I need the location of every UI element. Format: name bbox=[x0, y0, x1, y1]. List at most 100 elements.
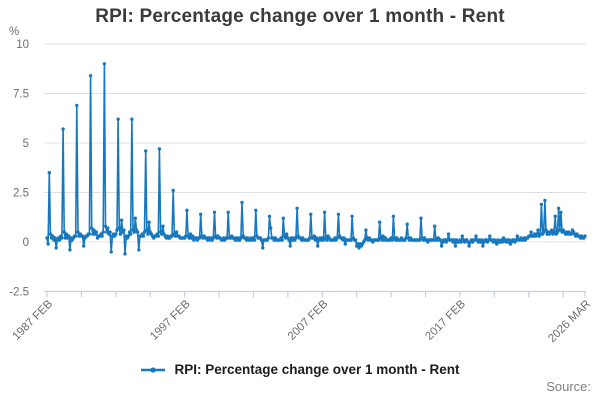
data-point-marker bbox=[119, 218, 124, 222]
data-point-marker bbox=[552, 230, 556, 234]
data-point-marker bbox=[336, 212, 341, 216]
data-point-marker bbox=[543, 198, 547, 203]
data-point-marker bbox=[92, 228, 96, 232]
data-point-marker bbox=[75, 103, 79, 108]
data-point-marker bbox=[114, 232, 118, 236]
data-point-marker bbox=[74, 234, 78, 238]
data-point-marker bbox=[480, 238, 484, 242]
data-point-marker bbox=[550, 228, 554, 232]
data-point-marker bbox=[481, 244, 485, 248]
data-point-marker bbox=[226, 210, 230, 214]
x-tick-label: 1997 FEB bbox=[148, 298, 193, 343]
data-point-marker bbox=[342, 236, 346, 240]
data-point-marker bbox=[529, 230, 533, 234]
x-tick-label: 1987 FEB bbox=[10, 298, 55, 343]
data-point-marker bbox=[191, 234, 195, 238]
data-point-marker bbox=[495, 242, 499, 246]
data-point-marker bbox=[544, 228, 548, 232]
data-point-marker bbox=[156, 234, 160, 238]
data-point-marker bbox=[142, 230, 147, 234]
data-point-marker bbox=[536, 228, 540, 232]
data-point-marker bbox=[542, 230, 546, 234]
data-point-marker bbox=[285, 232, 289, 236]
data-point-marker bbox=[438, 238, 443, 242]
data-point-marker bbox=[146, 232, 150, 236]
y-tick-label: -2.5 bbox=[9, 287, 29, 299]
data-point-marker bbox=[132, 230, 136, 234]
legend-label: RPI: Percentage change over 1 month - Re… bbox=[174, 362, 460, 377]
data-point-marker bbox=[321, 238, 326, 242]
data-point-marker bbox=[507, 238, 511, 242]
y-tick-label: 5 bbox=[23, 138, 29, 150]
data-point-marker bbox=[488, 234, 492, 238]
data-point-marker bbox=[239, 236, 243, 240]
data-point-marker bbox=[88, 74, 93, 78]
data-point-marker bbox=[453, 244, 458, 248]
data-point-marker bbox=[439, 244, 444, 248]
data-point-marker bbox=[267, 214, 272, 218]
data-point-marker bbox=[559, 210, 563, 214]
data-point-marker bbox=[101, 230, 105, 234]
data-point-marker bbox=[555, 230, 560, 234]
x-tick-label: 2026 MAR bbox=[546, 298, 593, 345]
data-point-marker bbox=[141, 234, 146, 238]
legend-line-marker bbox=[141, 366, 166, 373]
data-point-marker bbox=[381, 234, 385, 238]
data-point-marker bbox=[103, 224, 108, 228]
data-point-marker bbox=[76, 230, 80, 234]
series-line bbox=[46, 63, 586, 255]
data-point-marker bbox=[294, 236, 298, 240]
data-point-marker bbox=[53, 236, 57, 240]
data-point-marker bbox=[157, 147, 162, 151]
data-point-marker bbox=[357, 246, 361, 250]
data-point-marker bbox=[51, 234, 55, 238]
data-point-marker bbox=[105, 230, 109, 234]
data-point-marker bbox=[197, 236, 202, 240]
data-point-marker bbox=[126, 234, 131, 238]
data-point-marker bbox=[212, 210, 217, 214]
data-point-marker bbox=[67, 234, 71, 238]
x-tick-label: 2007 FEB bbox=[286, 298, 331, 343]
data-point-marker bbox=[106, 226, 110, 230]
data-point-marker bbox=[60, 236, 64, 240]
data-point-marker bbox=[556, 206, 561, 210]
legend-item[interactable]: RPI: Percentage change over 1 month - Re… bbox=[140, 362, 460, 377]
data-point-marker bbox=[363, 238, 367, 242]
data-point-marker bbox=[137, 248, 141, 252]
data-point-marker bbox=[185, 208, 189, 212]
data-point-marker bbox=[281, 216, 285, 220]
data-point-marker bbox=[199, 212, 203, 216]
data-point-marker bbox=[57, 238, 62, 242]
legend: RPI: Percentage change over 1 month - Re… bbox=[0, 362, 600, 377]
data-point-marker bbox=[100, 234, 104, 238]
data-point-marker bbox=[45, 236, 49, 240]
data-point-marker bbox=[322, 210, 327, 214]
data-point-marker bbox=[261, 246, 265, 250]
data-point-marker bbox=[240, 200, 244, 205]
data-point-marker bbox=[343, 242, 347, 246]
data-point-marker bbox=[467, 244, 471, 248]
data-point-marker bbox=[433, 224, 437, 228]
data-point-marker bbox=[325, 238, 329, 242]
data-point-marker bbox=[474, 234, 478, 238]
x-tick-label: 2017 FEB bbox=[423, 298, 468, 343]
data-point-marker bbox=[122, 228, 126, 232]
data-point-marker bbox=[405, 222, 409, 226]
data-point-marker bbox=[269, 226, 273, 230]
data-point-marker bbox=[295, 206, 299, 210]
data-point-marker bbox=[314, 236, 319, 240]
data-point-marker bbox=[87, 232, 92, 236]
data-point-marker bbox=[147, 220, 151, 224]
data-point-marker bbox=[535, 232, 539, 236]
data-point-marker bbox=[145, 228, 149, 232]
data-point-marker bbox=[94, 230, 99, 234]
data-point-marker bbox=[133, 216, 137, 220]
data-point-marker bbox=[47, 171, 51, 175]
data-point-marker bbox=[558, 228, 562, 232]
data-point-marker bbox=[62, 230, 66, 234]
data-point-marker bbox=[115, 228, 119, 232]
data-point-marker bbox=[252, 238, 257, 242]
data-point-marker bbox=[135, 230, 140, 234]
data-point-marker bbox=[54, 246, 58, 250]
